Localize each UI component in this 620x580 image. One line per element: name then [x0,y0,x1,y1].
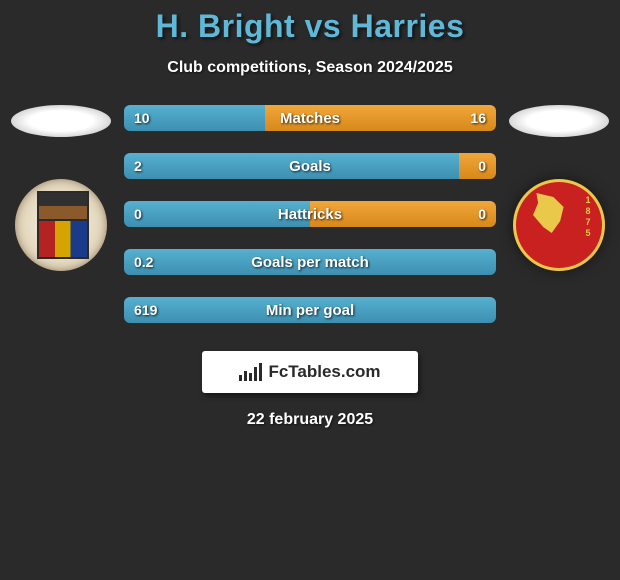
footer-date: 22 february 2025 [0,411,620,429]
stat-label: Hattricks [124,201,496,227]
brand-text: FcTables.com [268,362,380,382]
main-row: 1016Matches 20Goals 00Hattricks 0.2Goals pe… [0,105,620,323]
right-player-column [504,105,614,271]
right-club-crest [513,179,605,271]
stat-label: Matches [124,105,496,131]
stat-bar: 1016Matches [124,105,496,131]
stat-bar: 619Min per goal [124,297,496,323]
page-title: H. Bright vs Harries [0,8,620,45]
left-player-silhouette [11,105,111,137]
comparison-bars: 1016Matches 20Goals 00Hattricks 0.2Goals pe… [116,105,504,323]
stat-label: Min per goal [124,297,496,323]
subtitle: Club competitions, Season 2024/2025 [0,59,620,77]
stat-label: Goals per match [124,249,496,275]
stat-label: Goals [124,153,496,179]
comparison-widget: H. Bright vs Harries Club competitions, … [0,0,620,429]
bar-chart-icon [239,363,262,381]
stat-bar: 00Hattricks [124,201,496,227]
stat-bar: 0.2Goals per match [124,249,496,275]
right-player-silhouette [509,105,609,137]
stat-bar: 20Goals [124,153,496,179]
left-player-column [6,105,116,271]
brand-badge[interactable]: FcTables.com [202,351,418,393]
left-club-crest [15,179,107,271]
